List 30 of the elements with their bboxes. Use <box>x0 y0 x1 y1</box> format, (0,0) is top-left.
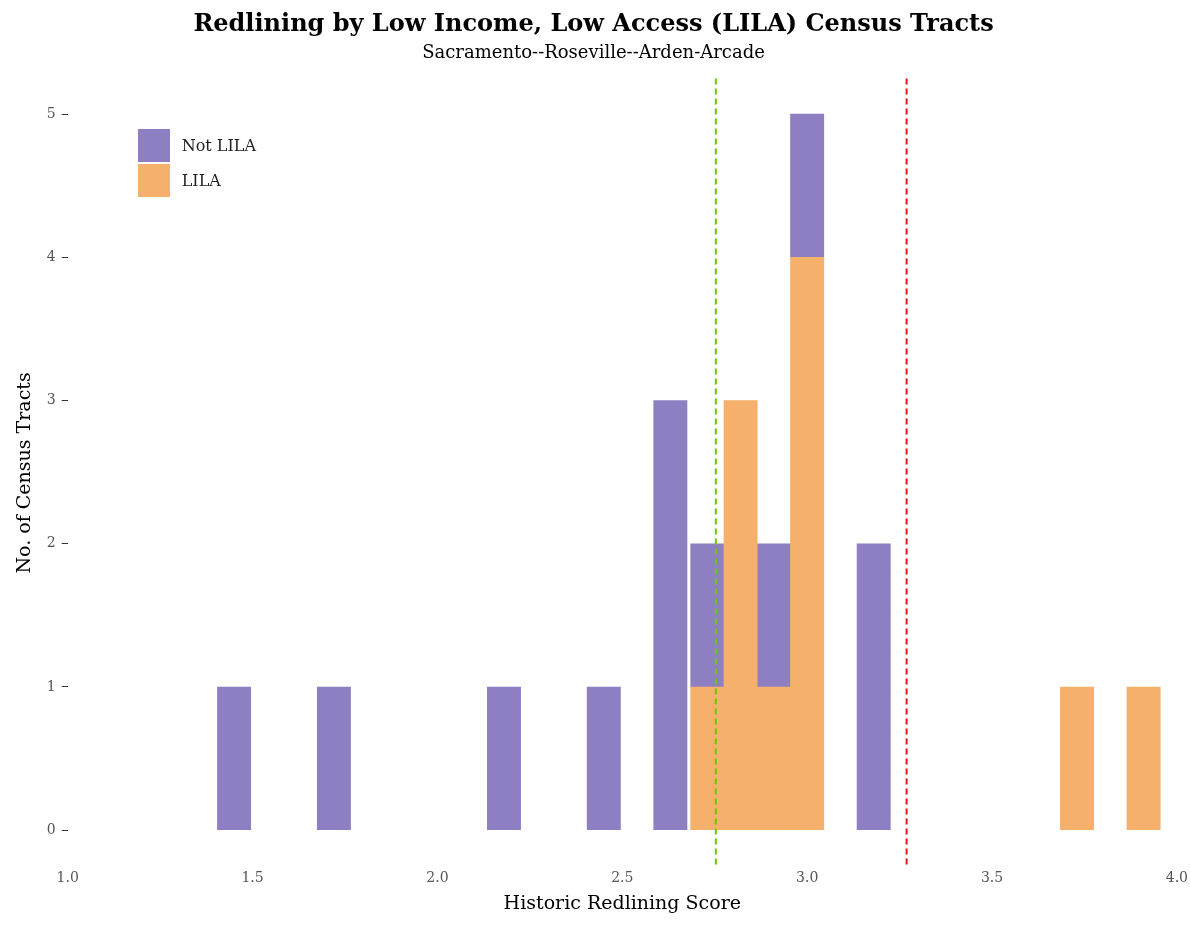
bar <box>790 113 825 258</box>
y-tick-label: 3 <box>46 391 56 408</box>
y-tick-label: 1 <box>46 677 56 694</box>
bar <box>756 543 791 688</box>
x-tick-label: 2.0 <box>426 869 449 886</box>
chart-title: Redlining by Low Income, Low Access (LILA) Census Tracts <box>193 7 994 37</box>
y-tick-label: 0 <box>46 820 56 837</box>
bar <box>1126 686 1161 830</box>
bar <box>1060 686 1095 830</box>
chart-subtitle: Sacramento--Roseville--Arden-Arcade <box>422 41 765 63</box>
y-axis-title: No. of Census Tracts <box>12 372 35 574</box>
legend-label: LILA <box>181 171 221 191</box>
x-tick-label: 3.0 <box>796 869 819 886</box>
x-tick-label: 4.0 <box>1165 869 1188 886</box>
x-tick-label: 1.5 <box>241 869 264 886</box>
y-tick-label: 5 <box>46 104 56 121</box>
x-tick-label: 3.5 <box>980 869 1004 886</box>
bar <box>586 686 621 830</box>
x-tick-label: 1.0 <box>56 869 79 886</box>
legend-label: Not LILA <box>181 136 256 156</box>
bar <box>653 400 688 830</box>
bar <box>856 543 891 830</box>
bar <box>690 543 725 688</box>
x-axis-title: Historic Redlining Score <box>503 890 741 913</box>
y-tick-label: 2 <box>46 534 56 551</box>
bar <box>316 686 351 830</box>
x-tick-label: 2.5 <box>611 869 634 886</box>
y-tick-label: 4 <box>46 248 56 265</box>
bar <box>217 686 252 830</box>
bar <box>487 686 521 830</box>
